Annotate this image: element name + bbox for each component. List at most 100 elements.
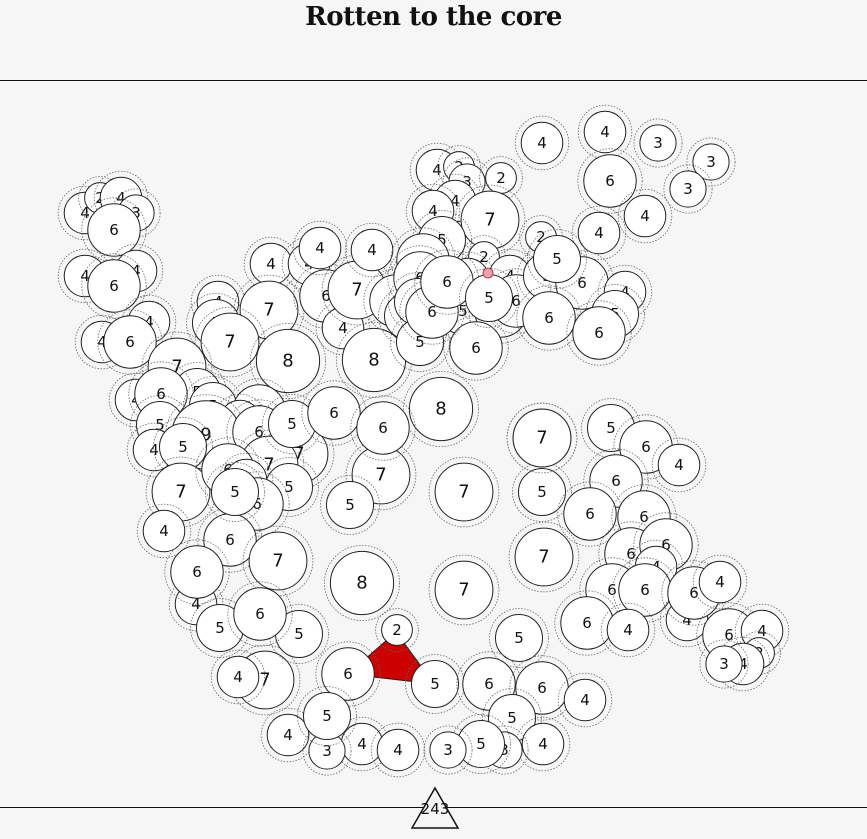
- bubble-label: 5: [178, 438, 188, 456]
- bubble-label: 8: [282, 351, 293, 372]
- bubble-label: 6: [442, 273, 452, 291]
- bubble-node: 3: [663, 164, 713, 214]
- bubble-circle: [170, 545, 224, 599]
- bubble-circle: [408, 376, 474, 442]
- bubble-circle: [623, 194, 667, 238]
- bubble-label: 6: [192, 563, 202, 581]
- bubble-circle: [303, 692, 351, 740]
- bubble-halo: [375, 608, 419, 652]
- bubble-label: 6: [254, 423, 264, 441]
- bubble-label: 4: [594, 224, 604, 242]
- bubble-circle: [563, 487, 617, 541]
- bubble-circle: [692, 143, 730, 181]
- bubble-label: 6: [724, 626, 734, 644]
- bubble-halo: [428, 554, 500, 626]
- bubble-circle: [356, 401, 410, 455]
- bubble-node: 6: [97, 309, 163, 375]
- bubble-label: 5: [322, 707, 332, 725]
- bubble-label: 4: [149, 441, 159, 459]
- bubble-node: 8: [323, 545, 400, 622]
- bubble-label: 7: [272, 551, 283, 572]
- bubble-node: 5: [451, 714, 511, 774]
- bubble-label: 6: [109, 221, 119, 239]
- bubble-circle: [514, 527, 574, 587]
- bubble-label: 6: [415, 269, 425, 287]
- bubble-label: 4: [620, 283, 630, 301]
- bubble-label: 8: [368, 350, 379, 371]
- bubble-label: 6: [255, 605, 265, 623]
- top-rule: [0, 80, 867, 81]
- bubble-label: 3: [653, 134, 663, 152]
- bubble-label: 4: [538, 735, 548, 753]
- bubble-halo: [292, 220, 348, 276]
- bubble-node: 8: [249, 322, 326, 399]
- bubble-circle: [639, 124, 677, 162]
- bubble-label: 5: [215, 619, 225, 637]
- bubble-halo: [423, 725, 473, 775]
- bubble-halo: [686, 137, 736, 187]
- bubble-label: 6: [605, 172, 615, 190]
- bubble-label: 5: [507, 709, 517, 727]
- bubble-label: 8: [356, 573, 367, 594]
- bubble-node: 4: [136, 503, 192, 559]
- bubble-label: 6: [471, 339, 481, 357]
- bubble-label: 7: [484, 210, 495, 231]
- bubble-label: 7: [171, 357, 182, 378]
- bubble-label: 6: [321, 287, 331, 305]
- bubble-halo: [281, 236, 337, 292]
- bubble-label: 5: [606, 419, 616, 437]
- bubble-circle: [495, 614, 543, 662]
- bubble-halo: [734, 603, 790, 659]
- bubble-label: 2: [536, 228, 546, 246]
- bubble-node: 6: [81, 197, 147, 263]
- bubble-label: 3: [719, 655, 729, 673]
- bubble-label: 7: [458, 580, 469, 601]
- bubble-circle: [583, 154, 637, 208]
- bubble-label: 4: [537, 134, 547, 152]
- bubble-node: 3: [699, 639, 749, 689]
- bubble-label: 4: [738, 655, 748, 673]
- bubble-label: 6: [640, 581, 650, 599]
- bubble-node: 4: [370, 722, 426, 778]
- bubble-node: 3: [686, 137, 736, 187]
- bubble-halo: [651, 437, 707, 493]
- bubble-node: 4: [600, 602, 656, 658]
- bubble-halo: [699, 639, 749, 689]
- bubble-circle: [200, 312, 260, 372]
- bubble-label: 2: [496, 169, 506, 187]
- bubble-node: 7: [428, 456, 500, 528]
- bubble-halo: [597, 264, 653, 320]
- bubble-halo: [205, 462, 265, 522]
- bubble-label: 6: [252, 495, 262, 513]
- bubble-node: 4: [617, 188, 673, 244]
- bubble-label: 5: [430, 675, 440, 693]
- bubble-label: 6: [689, 584, 699, 602]
- bubble-node: 2: [375, 608, 419, 652]
- bubble-node: 5: [205, 462, 265, 522]
- bubble-node: 6: [516, 285, 582, 351]
- bubble-label: 4: [393, 741, 403, 759]
- bubble-node: 5: [297, 686, 357, 746]
- bubble-halo: [259, 457, 319, 517]
- bubble-halo: [93, 170, 149, 226]
- bubble-circle: [606, 608, 650, 652]
- bubble-circle: [411, 660, 459, 708]
- bubble-label: 6: [626, 545, 636, 563]
- bubble-label: 6: [225, 531, 235, 549]
- bubble-circle: [572, 306, 626, 360]
- bubble-node: 4: [692, 554, 748, 610]
- bubble-circle: [512, 408, 572, 468]
- bubble-node: 4: [515, 716, 571, 772]
- bubble-label: 5: [476, 735, 486, 753]
- bubble-label: 6: [641, 438, 651, 456]
- bubble-label: 4: [367, 241, 377, 259]
- bubble-halo: [506, 402, 578, 474]
- bubble-label: 4: [450, 192, 460, 210]
- bubble-label: 6: [537, 679, 547, 697]
- bubble-node: 6: [301, 380, 367, 446]
- bubble-label: 5: [415, 333, 425, 351]
- bubble-halo: [611, 484, 677, 550]
- bubble-halo: [405, 183, 461, 239]
- bubble-label: 5: [552, 250, 562, 268]
- bubble-circle: [705, 645, 743, 683]
